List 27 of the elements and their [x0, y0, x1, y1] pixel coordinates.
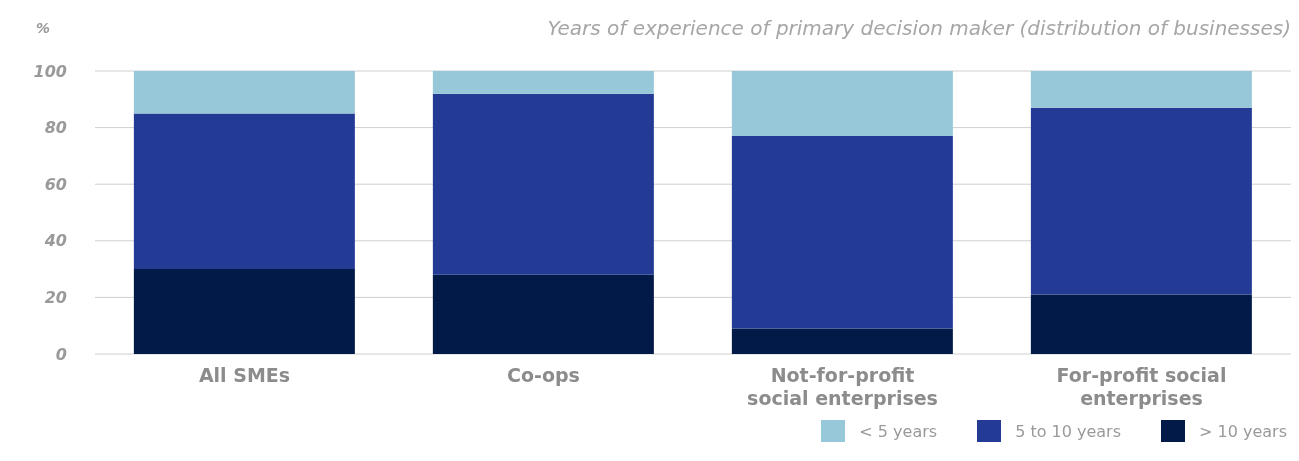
bar — [432, 93, 654, 275]
y-tick-label: 60 — [44, 174, 67, 194]
legend-label: < 5 years — [859, 421, 938, 441]
bar — [1030, 107, 1252, 295]
bar — [133, 269, 355, 354]
bar — [1030, 294, 1252, 354]
y-tick-label: 0 — [55, 344, 67, 364]
x-tick-label: Not-for-profit social enterprises — [747, 364, 938, 409]
y-tick-label: 100 — [33, 61, 67, 81]
bar — [1030, 71, 1252, 108]
bar — [731, 71, 953, 137]
y-axis-title: % — [35, 20, 51, 36]
bar — [731, 136, 953, 329]
y-tick-label: 20 — [44, 288, 67, 308]
legend-label: > 10 years — [1199, 421, 1287, 441]
bar — [133, 71, 355, 114]
y-tick-label: 40 — [43, 231, 67, 251]
legend-label: 5 to 10 years — [1015, 421, 1122, 441]
bar — [432, 274, 654, 354]
bar — [432, 71, 654, 94]
y-tick-label: 80 — [44, 118, 67, 138]
chart-title: Years of experience of primary decision maker (distribution of businesses) — [547, 16, 1291, 40]
bar — [731, 328, 953, 354]
bar — [133, 113, 355, 270]
x-tick-label: All SMEs — [198, 364, 291, 386]
x-tick-label: Co-ops — [507, 364, 580, 386]
x-tick-label: For-profit social enterprises — [1056, 364, 1227, 409]
